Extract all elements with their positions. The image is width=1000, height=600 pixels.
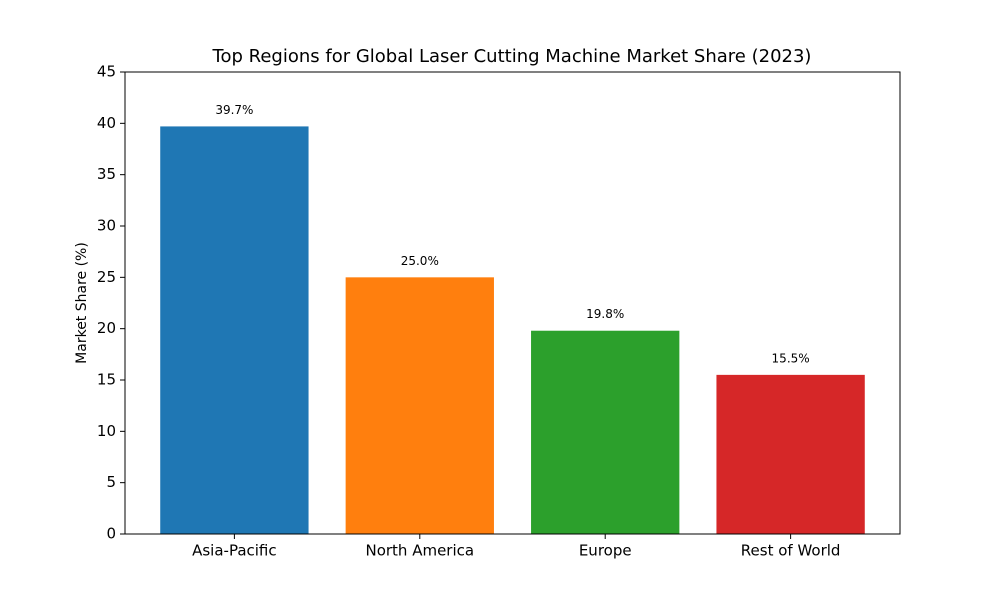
bar	[345, 277, 494, 534]
value-label: 39.7%	[215, 103, 253, 117]
value-label: 25.0%	[401, 254, 439, 268]
y-tick-label: 5	[106, 473, 116, 491]
y-tick-label: 45	[97, 63, 116, 81]
x-tick-label: North America	[365, 542, 474, 560]
bar	[531, 330, 680, 534]
chart-title: Top Regions for Global Laser Cutting Mac…	[212, 46, 812, 67]
y-tick-label: 25	[97, 268, 116, 286]
y-tick-label: 10	[97, 422, 116, 440]
y-tick-label: 35	[97, 165, 116, 183]
value-label: 19.8%	[586, 307, 624, 321]
bar	[160, 126, 309, 534]
y-tick-label: 0	[106, 525, 116, 543]
x-tick-label: Rest of World	[741, 542, 841, 560]
plot-frame	[124, 71, 901, 535]
bar	[716, 374, 865, 534]
x-tick-label: Asia-Pacific	[192, 542, 277, 560]
y-tick-label: 30	[97, 217, 116, 235]
y-tick-label: 15	[97, 371, 116, 389]
y-tick-label: 40	[97, 114, 116, 132]
x-tick-label: Europe	[579, 542, 632, 560]
y-tick-label: 20	[97, 319, 116, 337]
value-label: 15.5%	[772, 351, 810, 365]
y-axis-label: Market Share (%)	[74, 242, 90, 364]
